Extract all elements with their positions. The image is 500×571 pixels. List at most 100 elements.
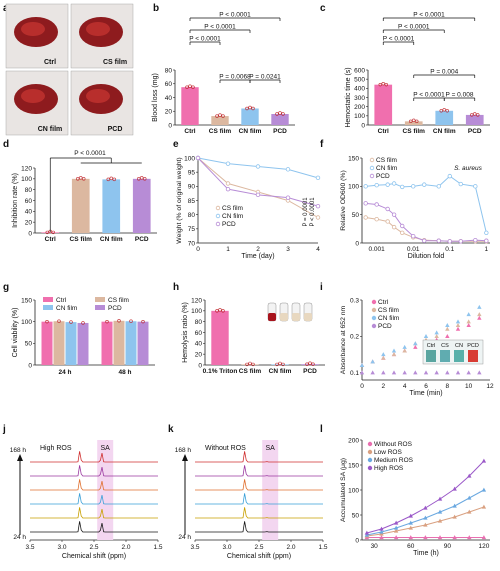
panel-i-datapoint	[466, 312, 471, 317]
panel-c-ytick-label: 100	[354, 113, 365, 120]
panel-d-xtick-label: Ctrl	[45, 236, 56, 243]
panel-i-xlabel: Time (min)	[409, 390, 442, 397]
panel-e-ytick-label: 70	[188, 240, 196, 247]
panel-b-datapoint	[215, 114, 219, 118]
panel-i-xtick-label: 2	[382, 383, 386, 390]
panel-i-legend-marker	[371, 307, 377, 313]
panel-h-ylabel: Hemolysis ratio (%)	[182, 302, 189, 363]
panel-b-xtick-label: PCD	[273, 128, 287, 135]
panel-f-datapoint	[447, 239, 452, 244]
panel-f-datapoint	[411, 184, 416, 189]
panel-j-time-label-top: 168 h	[10, 447, 27, 454]
panel-i-ytick-label: 0.2	[350, 334, 359, 341]
panel-k-time-label-top: 168 h	[175, 447, 192, 454]
panel-e-ytick-label: 100	[184, 155, 195, 162]
panel-l-datapoint	[437, 509, 443, 514]
panel-c-p-value: P = 0.004	[430, 69, 458, 76]
panel-e-datapoint	[255, 192, 261, 198]
panel-h-xtick-label: CS film	[239, 368, 262, 375]
tissue-highlight	[86, 89, 110, 103]
panel-g-bar	[101, 321, 113, 365]
panel-f-datapoint	[400, 223, 405, 229]
panel-c-p-value: P < 0.0001	[413, 92, 445, 99]
panel-e-datapoint	[225, 161, 231, 166]
panel-k-xlabel: Chemical shift (ppm)	[227, 553, 291, 560]
panel-g-bar	[53, 321, 65, 365]
panel-b-datapoint	[248, 105, 252, 110]
panel-e-legend-label: PCD	[222, 221, 236, 228]
panel-h-datapoint	[245, 362, 249, 367]
panel-h-datapoint	[305, 362, 309, 366]
panel-l-datapoint	[452, 535, 457, 540]
panel-f-series-line	[365, 202, 487, 242]
panel-i-xtick-label: 8	[446, 383, 450, 390]
cuvette-liquid	[304, 313, 312, 321]
panel-e-legend-marker	[215, 205, 221, 211]
panel-i-legend-marker	[371, 323, 377, 329]
panel-g-datapoint	[69, 320, 73, 324]
photo-label: CS film	[103, 59, 127, 66]
panel-e-datapoint	[315, 175, 321, 181]
panel-i-datapoint	[455, 370, 461, 375]
panel-d-datapoint	[51, 230, 55, 235]
panel-h-ytick-label: 60	[195, 330, 203, 337]
panel-e-xtick-label: 0	[196, 246, 200, 253]
panel-i-datapoint	[413, 344, 418, 349]
panel-f-datapoint	[473, 184, 478, 189]
panel-l-ytick-label: 100	[348, 487, 359, 494]
panel-j-spectrum-trace	[30, 507, 158, 519]
panel-i-ytick-label: 0.1	[350, 370, 359, 377]
panel-g-bar	[77, 322, 89, 365]
tissue-highlight	[21, 89, 45, 103]
panel-h-xtick-label: CN film	[269, 368, 292, 375]
panel-i-datapoint	[455, 326, 461, 331]
panel-i-datapoint	[466, 323, 471, 328]
panel-c-datapoint	[412, 118, 416, 123]
panel-c-ytick-label: 200	[354, 104, 365, 111]
panel-e-legend-label: CS film	[222, 205, 243, 212]
panel-f-legend-marker	[369, 173, 375, 179]
panel-c-datapoint	[442, 108, 446, 112]
panel-c-datapoint	[378, 82, 382, 87]
panel-d-ytick-label: 20	[25, 219, 33, 226]
panel-i-ytick-label: 0.3	[350, 297, 359, 304]
panel-d-ytick-label: 80	[25, 187, 33, 194]
panel-f-ytick-label: 100	[348, 184, 359, 191]
panel-l-datapoint	[437, 496, 443, 501]
panel-e-xtick-label: 2	[256, 246, 260, 253]
panel-e-ytick-label: 85	[188, 198, 196, 205]
panel-l-datapoint	[393, 520, 399, 525]
panel-l-datapoint	[481, 458, 487, 463]
panel-k-band-label: SA	[266, 445, 276, 452]
panel-c-datapoint	[473, 112, 477, 116]
panel-d-datapoint	[140, 176, 144, 180]
panel-l-datapoint	[467, 473, 472, 478]
panel-b-datapoint	[278, 111, 282, 115]
panel-i-legend-marker	[371, 299, 377, 305]
panel-letter: d	[3, 139, 9, 150]
panel-i-datapoint	[423, 333, 429, 338]
panel-c-datapoint	[381, 81, 385, 86]
panel-k-spectrum-trace	[195, 493, 323, 505]
panel-g-bar	[137, 321, 149, 365]
panel-c-ytick-label: 300	[354, 95, 365, 102]
panel-g-legend-label: Ctrl	[56, 297, 67, 304]
panel-l-xlabel: Time (h)	[413, 550, 439, 557]
panel-f-datapoint	[400, 184, 405, 190]
panel-k-spectrum-trace	[195, 451, 323, 463]
panel-l-xtick-label: 120	[478, 543, 489, 550]
panel-i-xtick-label: 0	[360, 383, 364, 390]
panel-c-datapoint	[470, 113, 474, 117]
panel-g-datapoint	[57, 319, 61, 323]
panel-f-datapoint	[447, 173, 452, 179]
panel-c-datapoint	[439, 109, 443, 113]
panel-l-datapoint	[452, 503, 457, 508]
panel-f-ytick-label: 150	[348, 155, 359, 162]
panel-g-datapoint	[141, 319, 145, 324]
panel-e-ylabel: Weight (% of original weight)	[176, 157, 183, 243]
panel-k-xtick-label: 3.5	[190, 544, 199, 551]
panel-g-ylabel: Cell viability (%)	[12, 308, 19, 358]
panel-f-datapoint	[363, 201, 368, 206]
panel-l-ytick-label: 200	[348, 437, 359, 444]
